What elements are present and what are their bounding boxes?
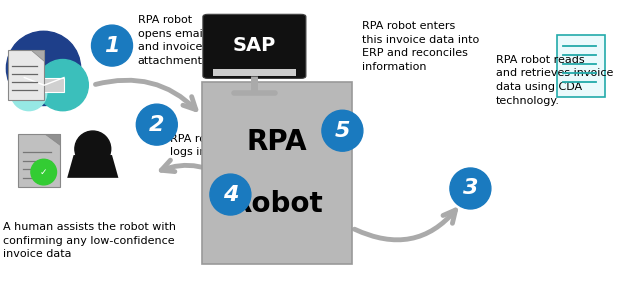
FancyBboxPatch shape: [18, 134, 60, 187]
FancyBboxPatch shape: [557, 35, 605, 97]
Ellipse shape: [75, 131, 111, 167]
Text: RPA robot
opens email
and invoice
attachment: RPA robot opens email and invoice attach…: [138, 15, 205, 66]
FancyBboxPatch shape: [212, 69, 296, 76]
Ellipse shape: [322, 110, 363, 151]
Text: 3: 3: [463, 178, 478, 199]
Text: 1: 1: [104, 36, 120, 56]
Text: SAP: SAP: [233, 36, 276, 55]
Ellipse shape: [11, 75, 47, 111]
Ellipse shape: [210, 174, 251, 215]
Ellipse shape: [37, 60, 88, 111]
Text: RPA: RPA: [246, 128, 307, 156]
Polygon shape: [31, 50, 44, 61]
Polygon shape: [45, 134, 60, 145]
Ellipse shape: [450, 168, 491, 209]
Text: 2: 2: [149, 115, 164, 135]
Ellipse shape: [92, 25, 132, 66]
Text: Robot: Robot: [230, 190, 323, 218]
FancyBboxPatch shape: [202, 82, 352, 264]
Text: ✓: ✓: [40, 168, 47, 177]
Text: 5: 5: [335, 121, 350, 141]
Text: 4: 4: [223, 185, 238, 205]
Text: RPA robot
logs into ERP: RPA robot logs into ERP: [170, 134, 242, 157]
Polygon shape: [67, 155, 118, 178]
Ellipse shape: [136, 104, 177, 145]
Text: RPA robot reads
and retrieves invoice
data using CDA
technology.: RPA robot reads and retrieves invoice da…: [496, 55, 613, 105]
FancyBboxPatch shape: [24, 78, 64, 92]
Text: RPA robot enters
this invoice data into
ERP and reconciles
information: RPA robot enters this invoice data into …: [362, 21, 479, 72]
FancyBboxPatch shape: [203, 14, 306, 78]
FancyBboxPatch shape: [8, 50, 44, 100]
Text: A human assists the robot with
confirming any low-confidence
invoice data: A human assists the robot with confirmin…: [3, 222, 176, 259]
Ellipse shape: [31, 159, 56, 185]
Ellipse shape: [6, 31, 81, 105]
